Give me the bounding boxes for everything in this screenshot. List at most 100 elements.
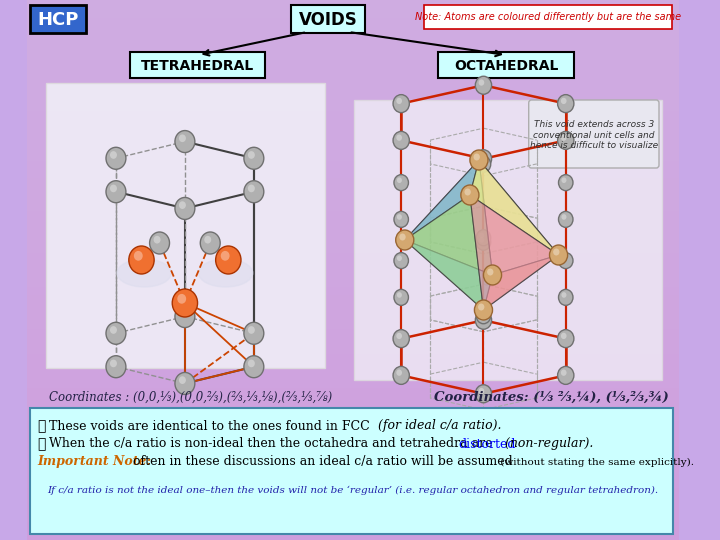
- Circle shape: [470, 150, 488, 170]
- Circle shape: [562, 255, 567, 261]
- Circle shape: [221, 251, 230, 261]
- FancyBboxPatch shape: [30, 408, 672, 534]
- Text: OCTAHEDRAL: OCTAHEDRAL: [454, 59, 558, 73]
- Circle shape: [394, 253, 408, 268]
- Circle shape: [561, 134, 567, 141]
- Text: Coordinates : (0,0,⅓),(0,0,⅔),(⅔,⅓,⅛),(⅔,⅓,⅞): Coordinates : (0,0,⅓),(0,0,⅔),(⅔,⅓,⅛),(⅔…: [49, 390, 333, 403]
- Circle shape: [153, 236, 161, 244]
- Circle shape: [561, 333, 567, 339]
- Circle shape: [396, 98, 402, 104]
- Circle shape: [479, 310, 484, 316]
- Circle shape: [476, 230, 491, 246]
- Circle shape: [487, 268, 493, 275]
- Circle shape: [248, 151, 255, 159]
- Circle shape: [110, 326, 117, 334]
- Polygon shape: [405, 195, 483, 310]
- Circle shape: [397, 255, 402, 261]
- Text: Coordinates: (⅓ ⅔,¼), (⅓,⅔,¾): Coordinates: (⅓ ⅔,¼), (⅓,⅔,¾): [433, 390, 668, 403]
- Text: If c/a ratio is not the ideal one–then the voids will not be ‘regular’ (i.e. reg: If c/a ratio is not the ideal one–then t…: [47, 485, 658, 495]
- Circle shape: [175, 373, 195, 394]
- Circle shape: [559, 174, 573, 191]
- Circle shape: [479, 314, 485, 321]
- Circle shape: [179, 201, 186, 209]
- Text: TETRAHEDRAL: TETRAHEDRAL: [141, 59, 254, 73]
- Text: Important Note:: Important Note:: [37, 456, 151, 469]
- Circle shape: [200, 232, 220, 254]
- Circle shape: [461, 185, 479, 205]
- Circle shape: [244, 181, 264, 202]
- Circle shape: [172, 289, 197, 317]
- Circle shape: [562, 178, 567, 183]
- Circle shape: [561, 98, 567, 104]
- Circle shape: [394, 174, 408, 191]
- Circle shape: [474, 153, 480, 160]
- Circle shape: [475, 384, 492, 403]
- Circle shape: [106, 322, 126, 345]
- Circle shape: [216, 246, 241, 274]
- Circle shape: [559, 289, 573, 306]
- Circle shape: [179, 309, 186, 317]
- Circle shape: [397, 214, 402, 220]
- Circle shape: [478, 303, 485, 310]
- Polygon shape: [405, 240, 492, 310]
- Circle shape: [396, 369, 402, 376]
- Circle shape: [562, 292, 567, 298]
- Circle shape: [396, 333, 402, 339]
- FancyBboxPatch shape: [354, 100, 662, 380]
- Circle shape: [134, 251, 143, 261]
- Circle shape: [110, 151, 117, 159]
- Circle shape: [179, 376, 186, 384]
- Circle shape: [549, 245, 567, 265]
- FancyBboxPatch shape: [291, 5, 365, 33]
- Circle shape: [479, 237, 484, 242]
- Text: (for ideal c/a ratio).: (for ideal c/a ratio).: [377, 420, 501, 433]
- Circle shape: [561, 369, 567, 376]
- Text: HCP: HCP: [37, 11, 79, 29]
- Text: These voids are identical to the ones found in FCC: These voids are identical to the ones fo…: [49, 420, 374, 433]
- Text: (non-regular).: (non-regular).: [500, 437, 593, 450]
- Circle shape: [177, 294, 186, 303]
- Circle shape: [476, 234, 491, 250]
- Circle shape: [110, 185, 117, 192]
- Circle shape: [479, 388, 485, 394]
- Circle shape: [175, 198, 195, 219]
- Circle shape: [106, 181, 126, 202]
- Circle shape: [106, 147, 126, 169]
- Circle shape: [475, 76, 492, 94]
- Circle shape: [179, 134, 186, 142]
- Polygon shape: [479, 160, 559, 275]
- Circle shape: [248, 326, 255, 334]
- Circle shape: [175, 131, 195, 153]
- Circle shape: [248, 360, 255, 367]
- Ellipse shape: [199, 259, 253, 287]
- Text: Note: Atoms are coloured differently but are the same: Note: Atoms are coloured differently but…: [415, 12, 681, 22]
- Circle shape: [204, 236, 211, 244]
- Text: often in these discussions an ideal c/a ratio will be assumed: often in these discussions an ideal c/a …: [125, 456, 513, 469]
- Circle shape: [244, 147, 264, 169]
- Text: When the c/a ratio is non-ideal then the octahedra and tetrahedra are: When the c/a ratio is non-ideal then the…: [49, 437, 497, 450]
- Circle shape: [150, 232, 169, 254]
- Polygon shape: [470, 160, 559, 255]
- Circle shape: [479, 159, 484, 165]
- Circle shape: [559, 253, 573, 268]
- Circle shape: [244, 322, 264, 345]
- Text: VOIDS: VOIDS: [299, 11, 357, 29]
- Circle shape: [476, 156, 491, 172]
- Circle shape: [397, 292, 402, 298]
- Circle shape: [479, 153, 485, 159]
- Circle shape: [396, 230, 414, 250]
- Circle shape: [479, 79, 485, 86]
- Circle shape: [553, 248, 559, 255]
- Circle shape: [248, 185, 255, 192]
- Text: (without stating the same explicitly).: (without stating the same explicitly).: [497, 457, 694, 467]
- FancyBboxPatch shape: [30, 5, 86, 33]
- FancyBboxPatch shape: [130, 52, 266, 78]
- Polygon shape: [405, 160, 492, 275]
- Circle shape: [483, 265, 502, 285]
- Circle shape: [393, 366, 410, 384]
- Circle shape: [393, 329, 410, 348]
- Circle shape: [557, 94, 574, 113]
- Circle shape: [562, 214, 567, 220]
- Circle shape: [475, 150, 492, 168]
- Circle shape: [393, 131, 410, 150]
